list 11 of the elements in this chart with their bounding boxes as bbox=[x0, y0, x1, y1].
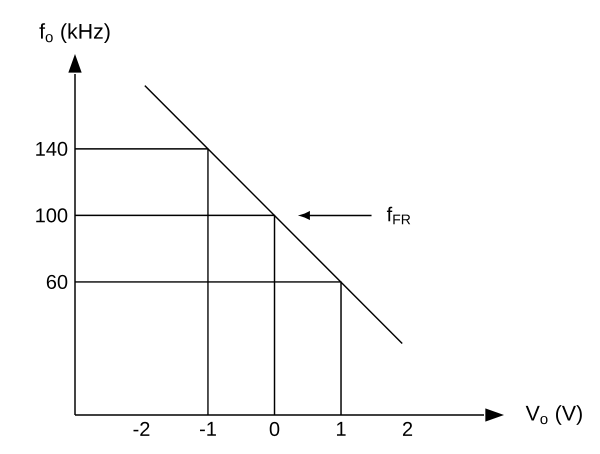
y-tick-label: 60 bbox=[46, 274, 68, 289]
x-axis-title: V$_{o}$ (V) bbox=[526, 405, 582, 425]
x-tick-label: 1 bbox=[336, 422, 346, 436]
x-tick-label: 0 bbox=[270, 422, 280, 436]
y-tick-label: 100 bbox=[36, 208, 68, 222]
y-axis-title: f$_{o}$ (kHz) bbox=[39, 23, 110, 44]
x-tick-label: -1 bbox=[200, 422, 216, 436]
x-tick-label: -2 bbox=[133, 422, 150, 436]
y-tick-label: 140 bbox=[36, 142, 68, 156]
annotation: f$_{FR}$ bbox=[386, 206, 410, 224]
x-tick-label: 2 bbox=[402, 422, 412, 436]
